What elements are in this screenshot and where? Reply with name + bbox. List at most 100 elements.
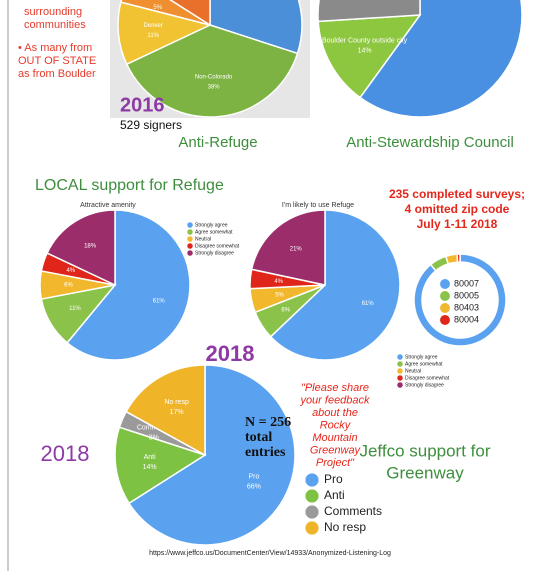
legend-swatch: [305, 521, 319, 535]
slice-label: 11%: [147, 33, 159, 39]
pie-slice: [456, 253, 461, 263]
slice-category: Boulder County outside city: [322, 37, 408, 44]
pie-slice: [46, 209, 116, 287]
legend-swatch: [440, 279, 450, 289]
caption: Jeffco support for: [359, 441, 490, 460]
slice-category: Non-Colorado: [195, 75, 233, 81]
slice-label: 4%: [66, 268, 75, 274]
subtitle: 529 signers: [120, 118, 182, 132]
slice-label: 66%: [247, 484, 261, 491]
legend-swatch: [397, 375, 403, 381]
legend-swatch: [305, 473, 319, 487]
pie-slice: [317, 14, 422, 99]
legend-swatch: [187, 229, 193, 235]
legend-label: 80007: [454, 278, 479, 288]
pie-slice: [114, 426, 207, 505]
slice-category: Arvada: [148, 0, 168, 1]
annotation: total: [245, 430, 272, 445]
annotation: entries: [245, 445, 286, 460]
pie-slice: [444, 253, 459, 265]
slice-label: 6%: [281, 308, 290, 314]
legend-swatch: [397, 368, 403, 374]
quote: Greenway: [310, 444, 362, 456]
chart-title: 4 omitted zip code: [405, 202, 510, 216]
legend-label: Neutral: [195, 236, 211, 242]
slice-category: Anti: [144, 454, 157, 461]
slice-label: 6%: [64, 283, 73, 289]
pie-slice: [358, 0, 523, 118]
note: • As many from: [18, 42, 92, 54]
pie-slice: [250, 209, 326, 286]
legend-label: Comments: [324, 504, 382, 518]
pie-slice: [317, 0, 421, 23]
legend-swatch: [440, 291, 450, 301]
quote: Rocky: [320, 419, 352, 431]
quote: Mountain: [312, 432, 357, 444]
slice-label: 14%: [358, 47, 372, 54]
legend-swatch: [187, 243, 193, 249]
slice-label: 11%: [69, 306, 81, 312]
pie-slice: [429, 255, 450, 272]
legend-label: Disagree somewhat: [195, 243, 240, 249]
slice-label: 61%: [153, 298, 166, 304]
year: 2018: [206, 341, 255, 366]
legend-label: 80005: [454, 290, 479, 300]
chart-title: I'm likely to use Refuge: [282, 202, 354, 209]
legend-swatch: [440, 315, 450, 325]
legend-swatch: [187, 222, 193, 228]
source: https://www.jeffco.us/DocumentCenter/Vie…: [149, 550, 391, 557]
pie-slice: [169, 0, 211, 27]
slice-label: 4%: [274, 279, 283, 285]
legend-swatch: [187, 236, 193, 242]
quote: about the: [312, 407, 358, 419]
caption: Anti-Refuge: [178, 134, 257, 151]
slice-category: Denver: [144, 23, 163, 29]
legend-label: Strongly disagree: [195, 250, 234, 256]
legend-label: Strongly agree: [195, 222, 228, 228]
legend-label: 80403: [454, 302, 479, 312]
legend-swatch: [397, 361, 403, 367]
legend-label: Disagree somewhat: [405, 375, 450, 381]
legend-swatch: [187, 250, 193, 256]
caption: Anti-Stewardship Council: [346, 134, 514, 151]
legend-label: Agree somewhat: [405, 361, 443, 367]
legend-label: Strongly agree: [405, 354, 438, 360]
slice-label: 5%: [153, 5, 162, 11]
pie-slice: [66, 209, 191, 361]
pie-slice: [127, 364, 296, 546]
legend-swatch: [305, 505, 319, 519]
legend-swatch: [397, 354, 403, 360]
quote: "Please share: [301, 382, 369, 394]
slice-label: 17%: [170, 409, 184, 416]
note: as from Boulder: [18, 68, 96, 80]
heading: LOCAL support for Refuge: [35, 177, 224, 194]
pie-slice: [119, 0, 211, 26]
note: surrounding: [24, 6, 82, 18]
quote: your feedback: [299, 394, 370, 406]
legend-label: Neutral: [405, 368, 421, 374]
slice-category: No resp: [164, 399, 189, 406]
chart-title: Attractive amenity: [80, 202, 136, 209]
pie-slice: [125, 24, 299, 118]
slice-label: 14%: [143, 464, 157, 471]
slice-label: 61%: [362, 301, 375, 307]
year: 2018: [41, 441, 90, 466]
slice-label: 3%: [149, 435, 159, 442]
legend-swatch: [397, 382, 403, 388]
note: OUT OF STATE: [18, 55, 96, 67]
legend-label: No resp: [324, 520, 366, 534]
legend-swatch: [305, 489, 319, 503]
legend-label: Pro: [324, 472, 343, 486]
legend-label: Agree somewhat: [195, 229, 233, 235]
legend-label: Strongly disagree: [405, 382, 444, 388]
chart-title: July 1-11 2018: [417, 217, 498, 231]
slice-category: Pro: [248, 474, 259, 481]
legend-label: 80004: [454, 314, 479, 324]
caption: Greenway: [386, 463, 464, 482]
pie-slice: [125, 364, 206, 457]
slice-label: 18%: [84, 243, 97, 249]
slice-category: Comments: [137, 425, 171, 432]
note: communities: [24, 19, 86, 31]
pie-slice: [269, 209, 401, 361]
